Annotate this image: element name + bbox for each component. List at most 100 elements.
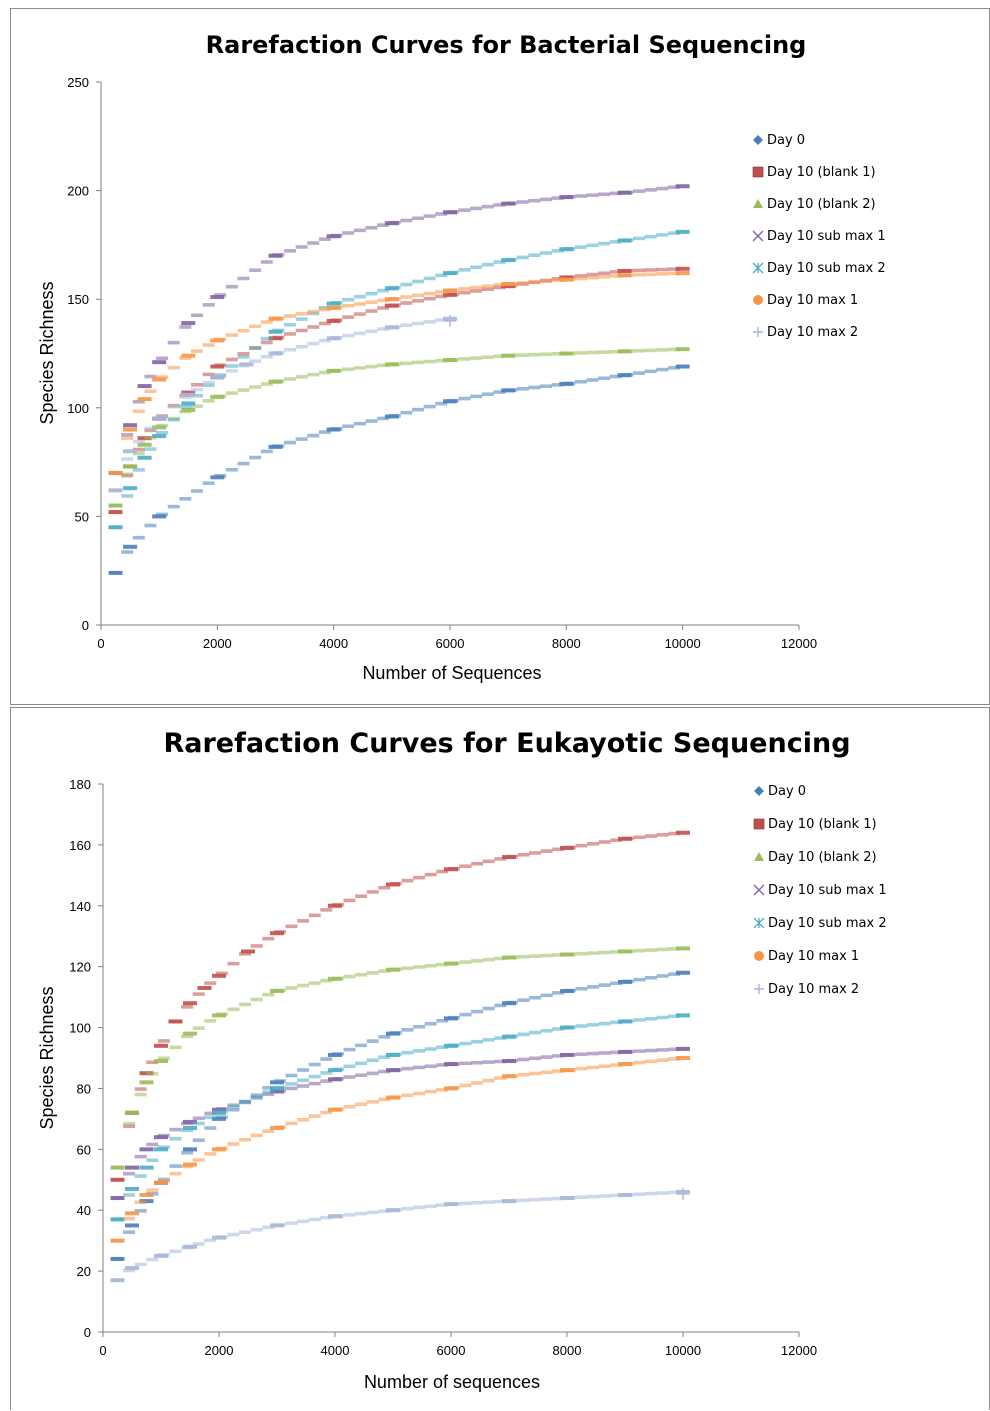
- data-point: [444, 1043, 458, 1048]
- y-tick-label: 100: [67, 401, 89, 416]
- data-point: [146, 1060, 159, 1065]
- data-point: [285, 1121, 298, 1126]
- data-point: [598, 1021, 611, 1026]
- data-point: [574, 194, 587, 198]
- data-point: [587, 1065, 600, 1070]
- data-point: [192, 992, 205, 996]
- data-point: [154, 1043, 168, 1048]
- data-point: [435, 358, 448, 363]
- data-point: [470, 289, 483, 293]
- y-tick-label: 60: [77, 1142, 91, 1157]
- data-point: [481, 284, 494, 289]
- data-point: [342, 424, 355, 429]
- data-point: [656, 272, 669, 276]
- data-point: [204, 1111, 217, 1116]
- legend-label: Day 10 max 1: [767, 293, 858, 308]
- data-point: [482, 859, 495, 864]
- data-point: [377, 288, 390, 293]
- data-point: [225, 333, 238, 337]
- data-point: [502, 1199, 516, 1204]
- data-point: [123, 1216, 136, 1221]
- data-point: [108, 503, 123, 508]
- data-point: [181, 401, 196, 406]
- data-point: [501, 281, 516, 286]
- x-axis-title: Number of sequences: [364, 1372, 540, 1392]
- data-point: [401, 878, 414, 883]
- data-point: [384, 414, 399, 419]
- data-point: [110, 1256, 125, 1261]
- data-point: [123, 427, 138, 432]
- data-point: [237, 328, 250, 333]
- data-point: [202, 372, 215, 377]
- data-point: [458, 290, 471, 295]
- data-point: [144, 374, 157, 379]
- data-point: [152, 434, 167, 439]
- data-point: [328, 976, 342, 981]
- legend-item: Day 10 max 2: [753, 325, 858, 340]
- series-day-0: [110, 970, 690, 1261]
- data-point: [139, 1080, 154, 1085]
- data-point: [400, 218, 413, 223]
- data-point: [123, 423, 138, 428]
- data-point: [412, 321, 425, 326]
- data-point: [202, 481, 215, 485]
- data-point: [342, 303, 355, 308]
- data-point: [574, 245, 587, 249]
- legend-marker: [753, 327, 763, 337]
- data-point: [167, 504, 180, 509]
- data-point: [493, 203, 506, 207]
- data-point: [169, 1171, 182, 1176]
- data-point: [307, 433, 320, 438]
- data-point: [528, 280, 541, 284]
- data-point: [328, 903, 342, 908]
- data-point: [353, 421, 366, 426]
- data-point: [355, 894, 368, 898]
- data-point: [574, 379, 587, 384]
- x-tick-label: 8000: [553, 1343, 582, 1358]
- data-point: [481, 204, 494, 209]
- data-point: [365, 300, 378, 305]
- data-point: [471, 1081, 484, 1085]
- data-point: [675, 266, 690, 271]
- data-point: [539, 279, 552, 283]
- data-point: [123, 1171, 136, 1176]
- data-point: [152, 425, 167, 430]
- data-point: [139, 1165, 154, 1170]
- data-point: [110, 1217, 125, 1222]
- legend-marker: [753, 818, 765, 830]
- data-point: [123, 1193, 136, 1197]
- data-point: [285, 1221, 298, 1225]
- data-point: [618, 979, 632, 984]
- data-point: [470, 206, 483, 211]
- data-point: [179, 497, 192, 501]
- data-point: [656, 833, 669, 837]
- data-point: [656, 947, 669, 952]
- data-point: [493, 260, 506, 264]
- legend-item: Day 10 max 1: [754, 949, 859, 964]
- data-point: [134, 1154, 147, 1159]
- data-point: [443, 288, 457, 293]
- data-point: [412, 279, 425, 284]
- data-point: [139, 1193, 154, 1197]
- data-point: [249, 324, 262, 329]
- data-point: [326, 301, 341, 306]
- data-point: [225, 369, 238, 373]
- data-point: [656, 1048, 669, 1052]
- data-point: [204, 981, 217, 985]
- data-point: [575, 1052, 588, 1056]
- data-point: [110, 1177, 125, 1182]
- legend: Day 0 Day 10 (blank 1) Day 10 (blank 2) Day…: [752, 133, 886, 340]
- data-point: [297, 1084, 310, 1088]
- data-point: [295, 437, 308, 441]
- data-point: [139, 1147, 154, 1152]
- data-point: [586, 272, 599, 277]
- data-point: [365, 225, 378, 230]
- data-point: [268, 316, 283, 321]
- x-tick-label: 10000: [665, 636, 701, 651]
- data-point: [307, 325, 320, 329]
- data-point: [378, 1069, 391, 1074]
- data-point: [617, 190, 632, 195]
- data-point: [459, 1083, 472, 1088]
- data-point: [618, 1049, 632, 1054]
- data-point: [168, 1019, 183, 1024]
